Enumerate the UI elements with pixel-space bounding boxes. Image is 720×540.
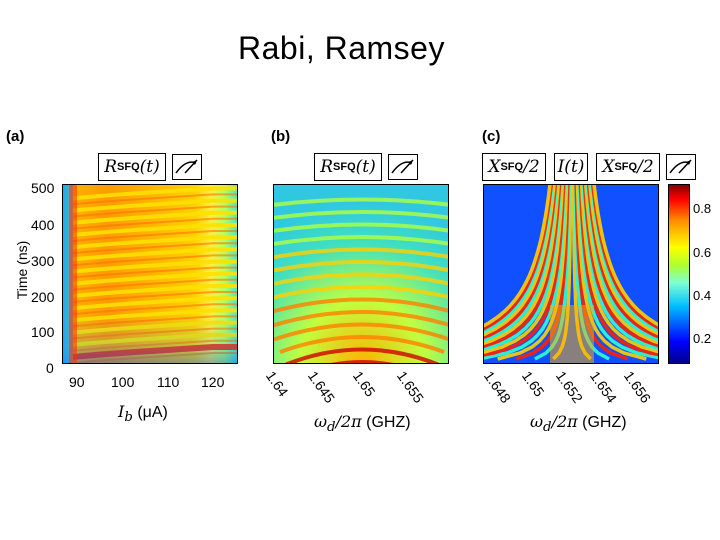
measurement-meter-icon-a (172, 154, 202, 180)
x-tick: 1.645 (304, 368, 339, 406)
x-tick: 1.648 (480, 368, 515, 406)
pulse-box-xsfq-half-1: X SFQ/2 (482, 153, 546, 181)
panel-label-b: (b) (271, 128, 291, 145)
x-axis-label-c: ωd/2π (GHZ) (530, 412, 627, 436)
measurement-meter-icon-c (666, 154, 696, 180)
y-tick: 400 (31, 217, 55, 233)
x-tick: 90 (69, 374, 85, 390)
x-axis-label-b: ωd/2π (GHZ) (314, 412, 411, 436)
y-tick: 200 (31, 289, 55, 305)
y-tick: 500 (31, 180, 55, 196)
x-tick: 1.65 (518, 368, 548, 400)
x-tick: 100 (111, 374, 135, 390)
ramsey-fringes-c (484, 185, 658, 361)
panel-label-a: (a) (6, 128, 25, 145)
x-tick: 1.65 (349, 368, 379, 400)
x-tick: 1.654 (586, 368, 621, 406)
pulse-box-idle: I(t) (554, 153, 588, 181)
colorbar-tick: 0.4 (693, 288, 712, 303)
x-tick: 1.656 (620, 368, 655, 406)
x-tick: 1.652 (552, 368, 587, 406)
x-axis-label-a: Ib (μA) (118, 402, 168, 426)
y-tick: 0 (46, 360, 54, 376)
x-tick: 1.64 (262, 368, 292, 400)
pulse-box-xsfq-half-2: X SFQ/2 (596, 153, 660, 181)
y-tick: 100 (31, 324, 55, 340)
heatmap-b (273, 184, 449, 364)
measurement-meter-icon-b (388, 154, 418, 180)
chevron-fringes-b (274, 197, 448, 363)
heatmap-c (483, 184, 659, 364)
x-tick: 110 (157, 374, 180, 390)
pulse-box-rsfq-b: R SFQ (t) (314, 153, 382, 181)
colorbar (668, 184, 690, 364)
heatmap-a (62, 184, 238, 364)
y-tick: 300 (31, 253, 55, 269)
x-tick: 120 (201, 374, 225, 390)
y-axis-label: Time (ns) (14, 240, 30, 300)
x-tick: 1.655 (393, 368, 428, 406)
colorbar-tick: 0.8 (693, 201, 712, 216)
colorbar-tick: 0.6 (693, 245, 712, 260)
colorbar-tick: 0.2 (693, 331, 712, 346)
pulse-box-rsfq-a: R SFQ (t) (98, 153, 166, 181)
slide-title: Rabi, Ramsey (238, 30, 445, 66)
panel-label-c: (c) (482, 128, 501, 145)
